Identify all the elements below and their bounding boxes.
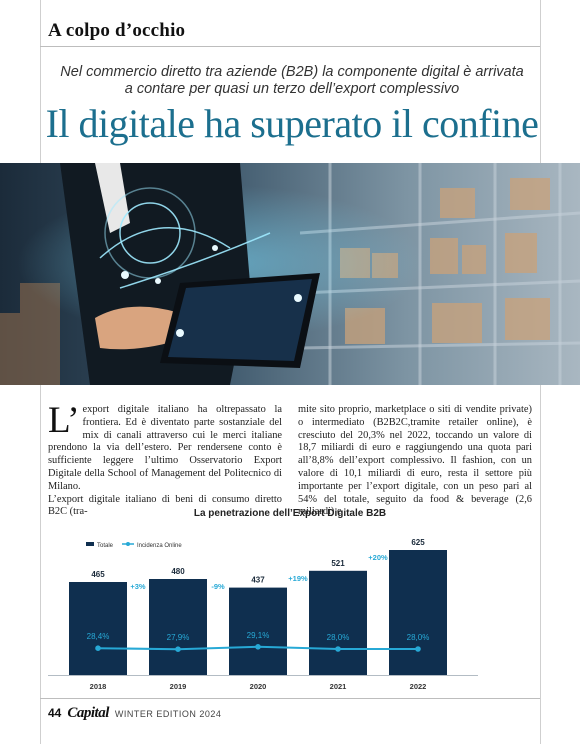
bar-value-label: 437 bbox=[251, 576, 265, 585]
bar-value-label: 480 bbox=[171, 567, 185, 576]
growth-label: -9% bbox=[211, 582, 225, 591]
warehouse-tablet-illustration bbox=[0, 163, 580, 385]
article-paragraph-1: L’ export digitale italiano ha oltrepassa… bbox=[48, 400, 282, 494]
article-column-2: mite sito proprio, marketplace o siti di… bbox=[298, 404, 532, 519]
growth-label: +3% bbox=[130, 582, 146, 591]
growth-label: +20% bbox=[368, 553, 388, 562]
footer-rule bbox=[40, 698, 540, 699]
x-tick-label: 2020 bbox=[250, 682, 267, 691]
section-title: A colpo d’occhio bbox=[48, 20, 186, 41]
headline: Il digitale ha superato il confine bbox=[45, 101, 539, 146]
legend-swatch-totale bbox=[86, 542, 94, 546]
incidenza-point bbox=[255, 644, 261, 650]
growth-label: +19% bbox=[288, 574, 308, 583]
bar-2020 bbox=[229, 587, 287, 675]
x-tick-label: 2019 bbox=[170, 682, 187, 691]
magazine-logo: Capital bbox=[67, 705, 109, 721]
incidenza-label: 29,1% bbox=[247, 631, 270, 640]
incidenza-point bbox=[415, 646, 421, 652]
hero-photo bbox=[0, 163, 580, 385]
bar-2021 bbox=[309, 570, 367, 675]
bar-value-label: 465 bbox=[91, 570, 105, 579]
header-rule bbox=[40, 46, 540, 47]
drop-cap: L’ bbox=[48, 400, 80, 441]
x-tick-label: 2018 bbox=[90, 682, 107, 691]
chart-title: La penetrazione dell’Export Digitale B2B bbox=[193, 508, 387, 519]
incidenza-label: 28,0% bbox=[327, 633, 350, 642]
legend-marker-incidenza bbox=[126, 542, 130, 546]
article-text: export digitale italiano ha oltrepassato… bbox=[48, 404, 282, 492]
bar-2018 bbox=[69, 582, 127, 675]
incidenza-label: 27,9% bbox=[167, 633, 190, 642]
bar-2022 bbox=[389, 550, 447, 675]
article-paragraph-3: mite sito proprio, marketplace o siti di… bbox=[298, 404, 532, 518]
edition-label: WINTER EDITION 2024 bbox=[114, 709, 222, 719]
article-paragraph-2: L’export digitale italiano di beni di co… bbox=[48, 493, 282, 518]
legend-label-incidenza: Incidenza Online bbox=[137, 543, 182, 549]
incidenza-label: 28,0% bbox=[407, 633, 430, 642]
x-tick-label: 2021 bbox=[330, 682, 347, 691]
bar-2019 bbox=[149, 579, 207, 675]
incidenza-label: 28,4% bbox=[87, 632, 110, 641]
incidenza-point bbox=[175, 646, 181, 652]
subtitle: Nel commercio diretto tra aziende (B2B) … bbox=[60, 64, 524, 97]
page-number: 44 bbox=[48, 706, 62, 720]
incidenza-point bbox=[335, 646, 341, 652]
export-digital-b2b-chart: 465 2018 480 2019 437 2020 521 2021 625 2022 +3% -9… bbox=[48, 538, 478, 691]
bar-value-label: 521 bbox=[331, 559, 345, 568]
incidenza-point bbox=[95, 645, 101, 651]
article-column-1: L’ export digitale italiano ha oltrepassa… bbox=[48, 400, 282, 519]
x-tick-label: 2022 bbox=[410, 682, 427, 691]
bar-value-label: 625 bbox=[411, 538, 425, 547]
legend-label-totale: Totale bbox=[97, 543, 114, 549]
page-footer: 44 Capital WINTER EDITION 2024 bbox=[48, 705, 221, 722]
